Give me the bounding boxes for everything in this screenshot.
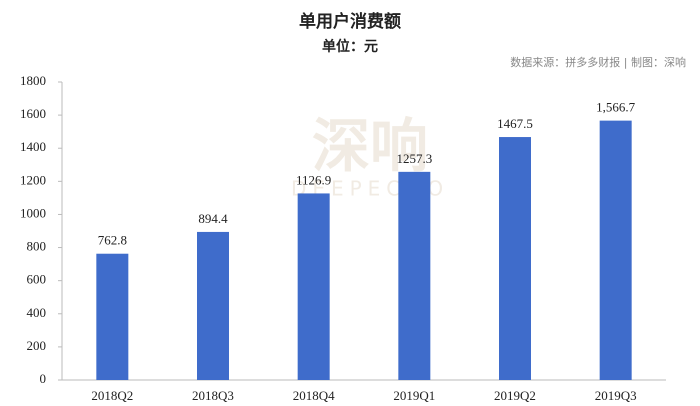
y-tick-label: 600: [27, 272, 47, 287]
x-tick-label: 2018Q4: [293, 388, 335, 403]
bar: [398, 171, 431, 380]
value-label: 1467.5: [497, 116, 533, 131]
bar: [297, 193, 330, 380]
y-tick-label: 800: [27, 239, 47, 254]
bar: [197, 231, 229, 380]
y-tick-label: 400: [27, 305, 47, 320]
value-label: 1126.9: [296, 172, 331, 187]
x-tick-label: 2019Q1: [393, 388, 435, 403]
y-tick-label: 200: [27, 338, 47, 353]
value-label: 1,566.7: [596, 100, 636, 115]
y-tick-label: 1400: [20, 139, 46, 154]
x-tick-label: 2019Q2: [494, 388, 536, 403]
bar: [96, 253, 129, 380]
chart-subtitle: 单位：元: [322, 38, 378, 55]
x-tick-label: 2019Q3: [595, 388, 637, 403]
x-tick-label: 2018Q3: [192, 388, 234, 403]
y-tick-label: 0: [40, 371, 47, 386]
value-label: 1257.3: [396, 151, 432, 166]
bar: [499, 137, 531, 380]
x-tick-label: 2018Q2: [91, 388, 133, 403]
y-tick-label: 1600: [20, 106, 46, 121]
y-tick-label: 1200: [20, 172, 46, 187]
y-tick-label: 1800: [20, 73, 46, 88]
bar: [599, 120, 632, 380]
value-label: 894.4: [198, 211, 228, 226]
source-note: 数据来源：拼多多财报 | 制图：深响: [510, 55, 686, 69]
chart-title: 单用户消费额: [299, 11, 401, 32]
y-tick-label: 1000: [20, 205, 46, 220]
watermark: 深响: [312, 112, 428, 180]
value-label: 762.8: [98, 233, 127, 248]
